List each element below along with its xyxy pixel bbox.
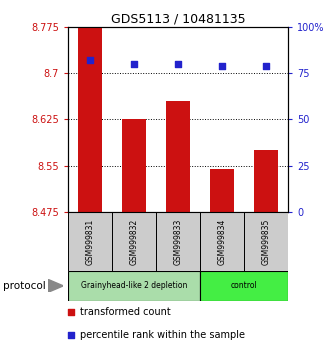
Text: Grainyhead-like 2 depletion: Grainyhead-like 2 depletion: [81, 281, 187, 290]
Title: GDS5113 / 10481135: GDS5113 / 10481135: [111, 12, 245, 25]
Bar: [244, 212, 288, 271]
Bar: [200, 212, 244, 271]
Point: [88, 57, 93, 63]
Text: GSM999833: GSM999833: [173, 218, 183, 265]
Text: percentile rank within the sample: percentile rank within the sample: [80, 330, 245, 341]
Bar: [68, 271, 200, 301]
Polygon shape: [48, 280, 63, 292]
Point: [219, 63, 225, 68]
Bar: [156, 212, 200, 271]
Text: GSM999831: GSM999831: [86, 218, 95, 265]
Text: GSM999835: GSM999835: [261, 218, 271, 265]
Bar: [78, 27, 102, 212]
Text: GSM999832: GSM999832: [130, 218, 139, 265]
Bar: [122, 119, 146, 212]
Point: [175, 61, 181, 67]
Point: [263, 63, 269, 68]
Text: control: control: [231, 281, 257, 290]
Bar: [68, 212, 112, 271]
Point: [68, 309, 73, 315]
Point: [68, 333, 73, 338]
Text: protocol: protocol: [3, 281, 46, 291]
Bar: [210, 169, 234, 212]
Bar: [200, 271, 288, 301]
Bar: [166, 101, 190, 212]
Bar: [112, 212, 156, 271]
Text: GSM999834: GSM999834: [217, 218, 227, 265]
Point: [132, 61, 137, 67]
Text: transformed count: transformed count: [80, 307, 171, 318]
Bar: [254, 150, 278, 212]
